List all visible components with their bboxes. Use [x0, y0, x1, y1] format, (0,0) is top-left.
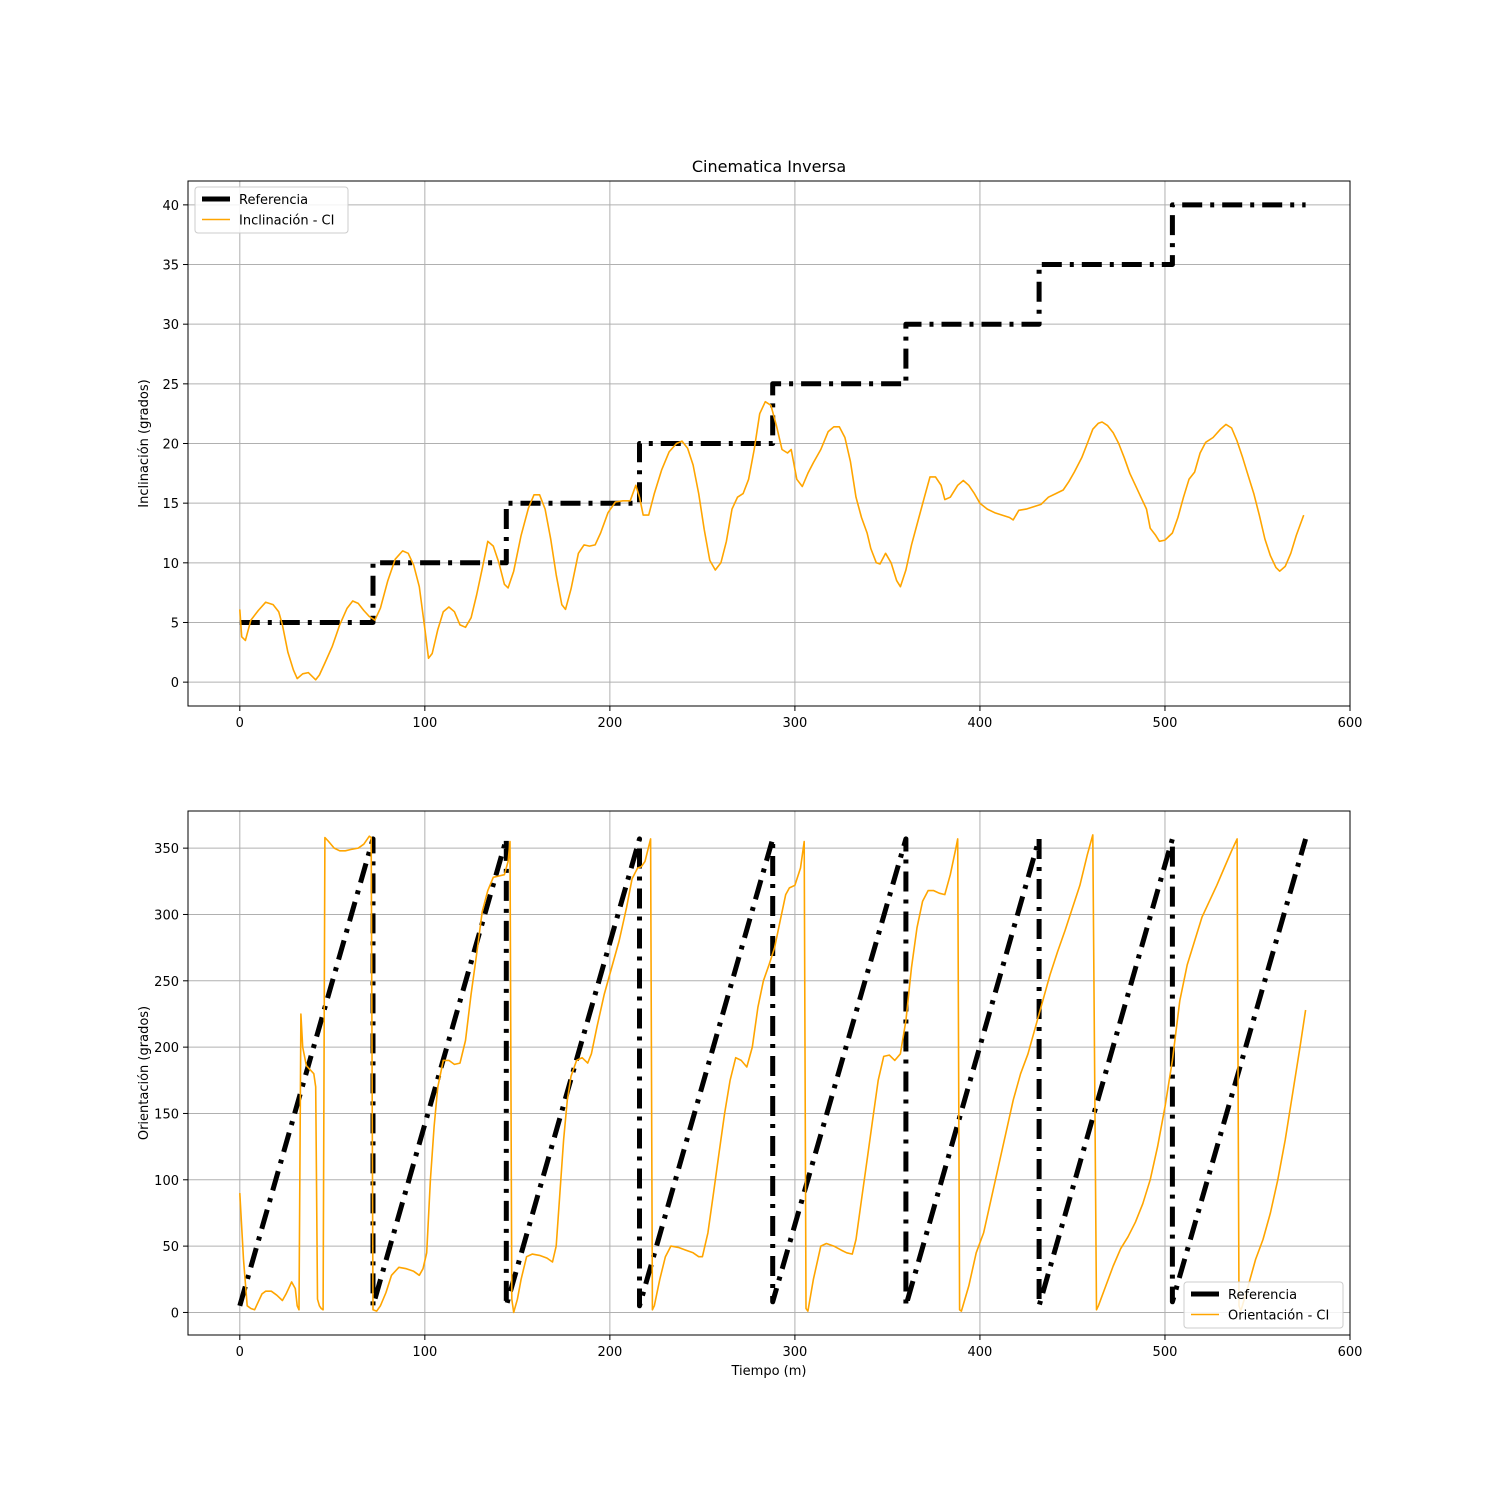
y-axis-label: Orientación (grados) [137, 1006, 152, 1140]
y-tick-label: 5 [171, 616, 179, 631]
reference-series-line [239, 202, 1306, 625]
x-tick-label: 300 [782, 1345, 807, 1360]
legend-box [194, 186, 349, 234]
ci-series-line [239, 834, 1307, 1314]
y-tick-label: 200 [154, 1041, 179, 1056]
x-tick-label: 400 [968, 716, 993, 731]
legend-label: Referencia [239, 193, 308, 208]
x-tick-label: 500 [1153, 1345, 1178, 1360]
x-tick-label: 0 [236, 1345, 244, 1360]
y-tick-label: 25 [162, 378, 179, 393]
y-tick-label: 40 [162, 199, 179, 214]
y-tick-label: 0 [171, 1306, 179, 1321]
orientation-panel: 0 100 200 300 400 500 600 0 50 100 150 200 250 300 350… [137, 810, 1363, 1379]
ci-series-line [239, 400, 1305, 681]
y-tick-label: 50 [162, 1240, 179, 1255]
x-tick-label: 600 [1338, 716, 1363, 731]
x-tick-label: 200 [597, 1345, 622, 1360]
x-tick-label: 200 [597, 716, 622, 731]
y-tick-label: 0 [171, 676, 179, 691]
x-tick-label: 600 [1338, 1345, 1363, 1360]
x-tick-label: 100 [412, 1345, 437, 1360]
y-tick-label: 20 [162, 438, 179, 453]
x-tick-label: 400 [968, 1345, 993, 1360]
legend-label: Orientación - CI [1228, 1309, 1329, 1324]
reference-series-line [237, 836, 1309, 1309]
y-tick-label: 100 [154, 1174, 179, 1189]
inclination-panel: 0 100 200 300 400 500 600 0 5 10 15 20 25 30 35 40 Incli… [137, 180, 1363, 731]
axes-frame [187, 180, 1351, 707]
x-tick-label: 500 [1153, 716, 1178, 731]
y-tick-label: 150 [154, 1107, 179, 1122]
y-tick-label: 30 [162, 318, 179, 333]
y-tick-label: 15 [162, 497, 179, 512]
y-tick-label: 350 [154, 842, 179, 857]
chart-title: Cinematica Inversa [692, 157, 846, 176]
y-tick-label: 300 [154, 908, 179, 923]
x-axis-label: Tiempo (m) [731, 1364, 807, 1379]
legend-label: Inclinación - CI [239, 214, 334, 229]
legend: Referencia Inclinación - CI [194, 186, 349, 234]
x-tick-label: 100 [412, 716, 437, 731]
legend-box [1183, 1281, 1344, 1329]
legend-label: Referencia [1228, 1288, 1297, 1303]
y-tick-label: 10 [162, 557, 179, 572]
x-tick-label: 300 [782, 716, 807, 731]
x-tick-label: 0 [236, 716, 244, 731]
y-axis-label: Inclinación (grados) [137, 379, 152, 507]
axes-frame [187, 810, 1351, 1336]
legend: Referencia Orientación - CI [1183, 1281, 1344, 1329]
y-tick-label: 250 [154, 975, 179, 990]
y-tick-label: 35 [162, 259, 179, 274]
